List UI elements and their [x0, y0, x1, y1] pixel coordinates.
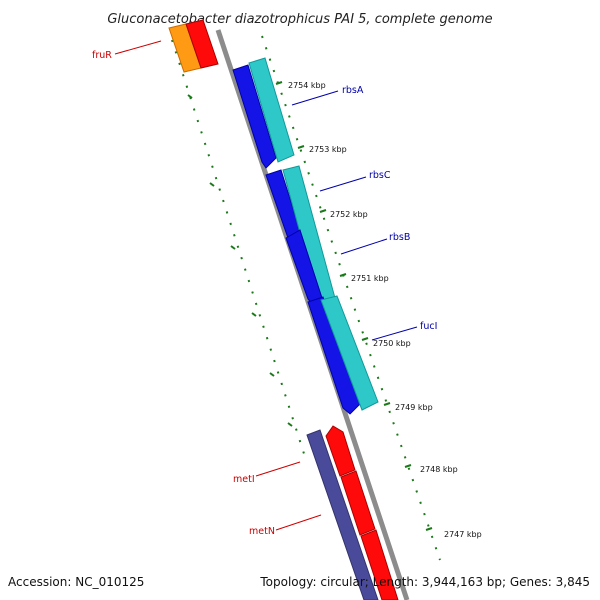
genome-summary-text: Topology: circular; Length: 3,944,163 bp… — [259, 575, 590, 589]
map-title: Gluconacetobacter diazotrophicus PAI 5, … — [107, 12, 492, 27]
gene-label-rbsA: rbsA — [342, 85, 364, 96]
gene-label-rbsB: rbsB — [389, 232, 410, 243]
kbp-label: 2749 kbp — [395, 403, 433, 412]
kbp-label: 2748 kbp — [420, 465, 458, 474]
kbp-label: 2747 kbp — [444, 530, 482, 539]
outer-tick-ring — [261, 35, 441, 561]
inner-tick-ring — [171, 39, 307, 461]
accession-text: Accession: NC_010125 — [8, 575, 144, 589]
metN-gene[interactable] — [325, 425, 399, 600]
fucI-gene[interactable] — [307, 295, 379, 415]
gene-label-metI: metI — [233, 474, 255, 485]
rbsA-gene[interactable] — [232, 57, 295, 169]
kbp-label: 2750 kbp — [373, 339, 411, 348]
label-leaders — [114, 40, 418, 531]
gene-label-fucI: fucI — [420, 321, 437, 332]
kbp-ticks — [275, 81, 433, 531]
metI-gene[interactable] — [306, 429, 379, 600]
inner-major-ticks — [187, 94, 293, 427]
gene-label-metN: metN — [249, 526, 275, 537]
kbp-label: 2752 kbp — [330, 210, 368, 219]
gene-label-fruR: fruR — [92, 50, 112, 61]
kbp-label: 2753 kbp — [309, 145, 347, 154]
gene-label-rbsC: rbsC — [369, 170, 391, 181]
kbp-label: 2751 kbp — [351, 274, 389, 283]
kbp-label: 2754 kbp — [288, 81, 326, 90]
fruR-gene[interactable] — [168, 19, 219, 73]
